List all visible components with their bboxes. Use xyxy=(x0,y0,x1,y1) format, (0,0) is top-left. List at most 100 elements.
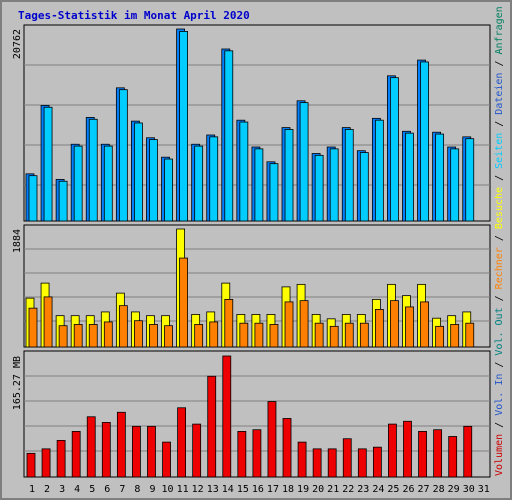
x-tick-label: 2 xyxy=(44,484,50,495)
x-tick-label: 23 xyxy=(357,484,369,495)
volume-panel-bar xyxy=(178,408,186,477)
volume-panel-bar xyxy=(298,442,306,477)
requests-panel-bar xyxy=(44,107,52,221)
x-tick-label: 8 xyxy=(134,484,140,495)
legend-entry: / xyxy=(494,54,505,72)
legend-entry: / xyxy=(494,356,505,374)
requests-panel-bar xyxy=(149,140,157,221)
visits-panel-max-label: 1884 xyxy=(12,229,23,253)
requests-panel-bar xyxy=(89,119,97,221)
x-tick-label: 10 xyxy=(162,484,174,495)
x-tick-label: 11 xyxy=(177,484,189,495)
visits-panel-bar xyxy=(451,324,459,347)
requests-panel-bar xyxy=(59,181,67,221)
volume-panel-bar xyxy=(42,449,50,477)
legend-entry: Besuche xyxy=(494,187,505,229)
requests-panel-bar xyxy=(119,90,127,221)
volume-panel-bar xyxy=(102,422,110,477)
requests-panel-bar xyxy=(285,129,293,221)
x-tick-label: 22 xyxy=(342,484,354,495)
x-tick-label: 7 xyxy=(119,484,125,495)
volume-panel-bar xyxy=(404,421,412,477)
legend-entry: / xyxy=(494,115,505,133)
requests-panel-max-label: 20762 xyxy=(12,29,23,59)
visits-panel-bar xyxy=(225,299,233,347)
volume-panel-bar xyxy=(193,424,201,477)
x-tick-label: 9 xyxy=(149,484,155,495)
requests-panel-bar xyxy=(180,31,188,221)
requests-panel-bar xyxy=(195,146,203,221)
volume-panel-bar xyxy=(373,447,381,477)
x-tick-label: 15 xyxy=(237,484,249,495)
legend-entry: / xyxy=(494,229,505,247)
requests-panel-bar xyxy=(451,149,459,221)
legend-entry: Volumen xyxy=(494,434,505,476)
visits-panel-bar xyxy=(59,326,67,347)
visits-panel-bar xyxy=(134,321,142,347)
requests-panel-bar xyxy=(165,159,173,221)
x-tick-label: 30 xyxy=(463,484,475,495)
visits-panel-bar xyxy=(240,323,248,347)
requests-panel-bar xyxy=(390,78,398,221)
visits-panel-bar xyxy=(406,307,414,347)
volume-panel-bar xyxy=(132,426,140,477)
visits-panel-bar xyxy=(29,308,37,347)
volume-panel-bar xyxy=(87,417,95,477)
requests-panel-bar xyxy=(406,133,414,221)
x-tick-label: 4 xyxy=(74,484,80,495)
visits-panel-bar xyxy=(421,302,429,347)
volume-panel-bar xyxy=(57,440,65,477)
volume-panel-bar xyxy=(27,453,35,477)
x-tick-label: 14 xyxy=(222,484,234,495)
visits-panel-bar xyxy=(315,323,323,347)
visits-panel-bar xyxy=(165,326,173,347)
visits-panel-bar xyxy=(180,258,188,347)
visits-panel-bar xyxy=(149,324,157,347)
x-tick-label: 26 xyxy=(402,484,414,495)
requests-panel-bar xyxy=(225,51,233,221)
requests-panel-bar xyxy=(345,129,353,221)
volume-panel-bar xyxy=(449,436,457,477)
x-tick-label: 13 xyxy=(207,484,219,495)
requests-panel-bar xyxy=(74,146,82,221)
visits-panel-bar xyxy=(104,322,112,347)
visits-panel-bar xyxy=(375,309,383,347)
volume-panel-bar xyxy=(328,449,336,477)
requests-panel-bar xyxy=(421,62,429,221)
x-tick-label: 5 xyxy=(89,484,95,495)
visits-panel-bar xyxy=(436,326,444,347)
visits-panel-bar xyxy=(89,324,97,347)
volume-panel-bar xyxy=(283,418,291,477)
volume-panel-bar xyxy=(268,402,276,477)
x-tick-label: 24 xyxy=(372,484,384,495)
x-tick-label: 20 xyxy=(312,484,324,495)
visits-panel-bar xyxy=(255,323,263,347)
volume-panel-max-label: 165.27 MB xyxy=(12,356,23,410)
visits-panel-bar xyxy=(195,324,203,347)
volume-panel-bar xyxy=(223,356,231,477)
visits-panel-bar xyxy=(360,323,368,347)
volume-panel-bar xyxy=(163,442,171,477)
visits-panel-bar xyxy=(330,326,338,347)
visits-panel-bar xyxy=(300,301,308,347)
visits-panel-bar xyxy=(74,324,82,347)
requests-panel-bar xyxy=(104,146,112,221)
visits-panel-bar xyxy=(44,297,52,347)
x-tick-label: 16 xyxy=(252,484,264,495)
x-tick-label: 31 xyxy=(478,484,490,495)
x-tick-label: 18 xyxy=(282,484,294,495)
requests-panel-bar xyxy=(210,137,218,221)
x-tick-label: 12 xyxy=(192,484,204,495)
x-tick-label: 28 xyxy=(433,484,445,495)
visits-panel-bar xyxy=(270,324,278,347)
x-tick-label: 29 xyxy=(448,484,460,495)
requests-panel-bar xyxy=(240,122,248,221)
volume-panel-bar xyxy=(117,412,125,477)
volume-panel-bar xyxy=(147,426,155,477)
x-tick-label: 25 xyxy=(387,484,399,495)
requests-panel-bar xyxy=(466,139,474,221)
right-legend: Volumen / Vol. In / Vol. Out / Rechner /… xyxy=(494,6,505,476)
volume-panel-bar xyxy=(238,431,246,477)
volume-panel-bar xyxy=(253,430,261,477)
